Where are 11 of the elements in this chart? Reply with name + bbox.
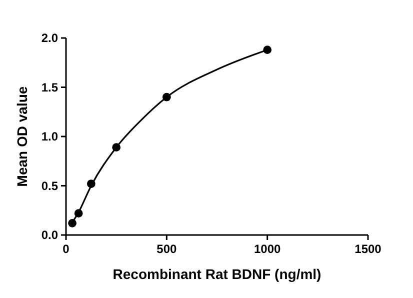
x-tick-label: 500 — [156, 242, 177, 256]
x-axis-title: Recombinant Rat BDNF (ng/ml) — [112, 266, 322, 282]
y-tick-label: 2.0 — [41, 31, 58, 45]
x-tick-label: 1500 — [354, 242, 382, 256]
y-tick-label: 1.5 — [41, 80, 58, 94]
y-tick-label: 0.0 — [41, 228, 58, 242]
y-tick-label: 1.0 — [41, 130, 58, 144]
x-tick-label: 0 — [62, 242, 70, 256]
y-tick-label: 0.5 — [41, 178, 58, 193]
x-tick-label: 1000 — [254, 242, 282, 256]
y-axis-title: Mean OD value — [14, 86, 30, 187]
